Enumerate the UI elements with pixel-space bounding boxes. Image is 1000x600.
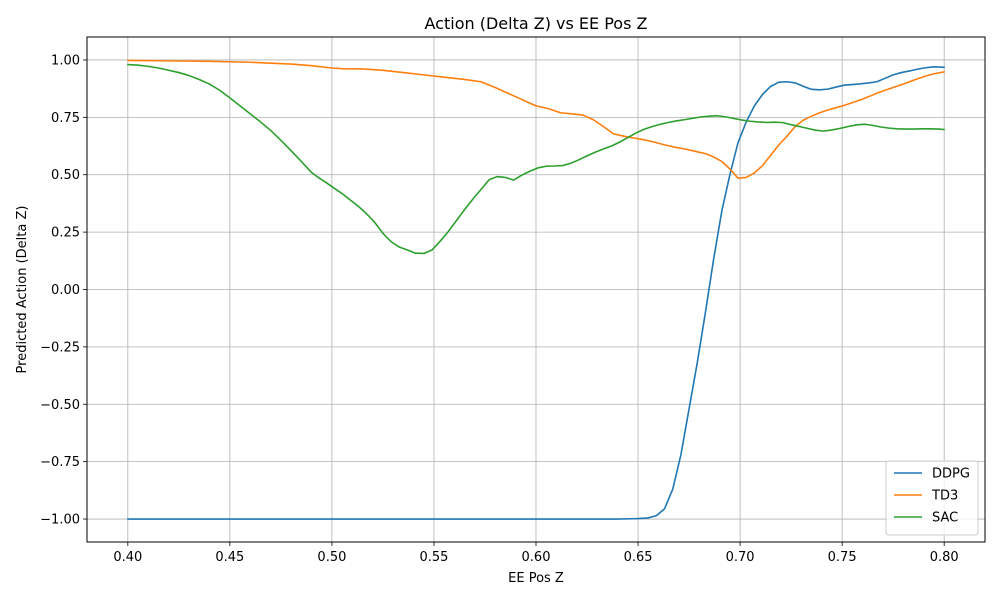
x-tick-label: 0.45 xyxy=(215,550,244,565)
y-tick-label: 0.00 xyxy=(51,283,80,298)
x-tick-label: 0.75 xyxy=(828,550,857,565)
x-tick-label: 0.60 xyxy=(522,550,551,565)
legend-label-td3: TD3 xyxy=(931,489,958,504)
series-line-td3 xyxy=(127,59,945,179)
chart-title: Action (Delta Z) vs EE Pos Z xyxy=(425,14,648,33)
legend-label-ddpg: DDPG xyxy=(932,467,970,482)
x-tick-label: 0.55 xyxy=(419,550,448,565)
y-tick-label: −0.75 xyxy=(40,455,80,470)
x-axis-label: EE Pos Z xyxy=(508,571,564,586)
x-tick-label: 0.65 xyxy=(624,550,653,565)
y-axis-ticks: −1.00 −0.75 −0.50 −0.25 0.00 0.25 0.50 0.75 1.00 xyxy=(40,53,87,528)
y-tick-label: −1.00 xyxy=(40,513,80,528)
y-tick-label: −0.25 xyxy=(40,340,80,355)
y-tick-label: 1.00 xyxy=(51,53,80,68)
y-tick-label: 0.50 xyxy=(51,168,80,183)
series-lines xyxy=(127,59,945,520)
legend-label-sac: SAC xyxy=(932,511,958,526)
x-tick-label: 0.50 xyxy=(317,550,346,565)
series-line-sac xyxy=(127,63,945,255)
series-line-ddpg xyxy=(127,66,945,520)
x-tick-label: 0.80 xyxy=(930,550,959,565)
x-axis-ticks: 0.40 0.45 0.50 0.55 0.60 0.65 0.70 0.75 0.80 xyxy=(113,542,959,565)
legend: DDPG TD3 SAC xyxy=(885,460,979,536)
x-tick-label: 0.70 xyxy=(726,550,755,565)
y-tick-label: 0.25 xyxy=(51,226,80,241)
y-axis-label: Predicted Action (Delta Z) xyxy=(15,206,30,374)
y-tick-label: 0.75 xyxy=(51,111,80,126)
y-tick-label: −0.50 xyxy=(40,398,80,413)
x-tick-label: 0.40 xyxy=(113,550,142,565)
